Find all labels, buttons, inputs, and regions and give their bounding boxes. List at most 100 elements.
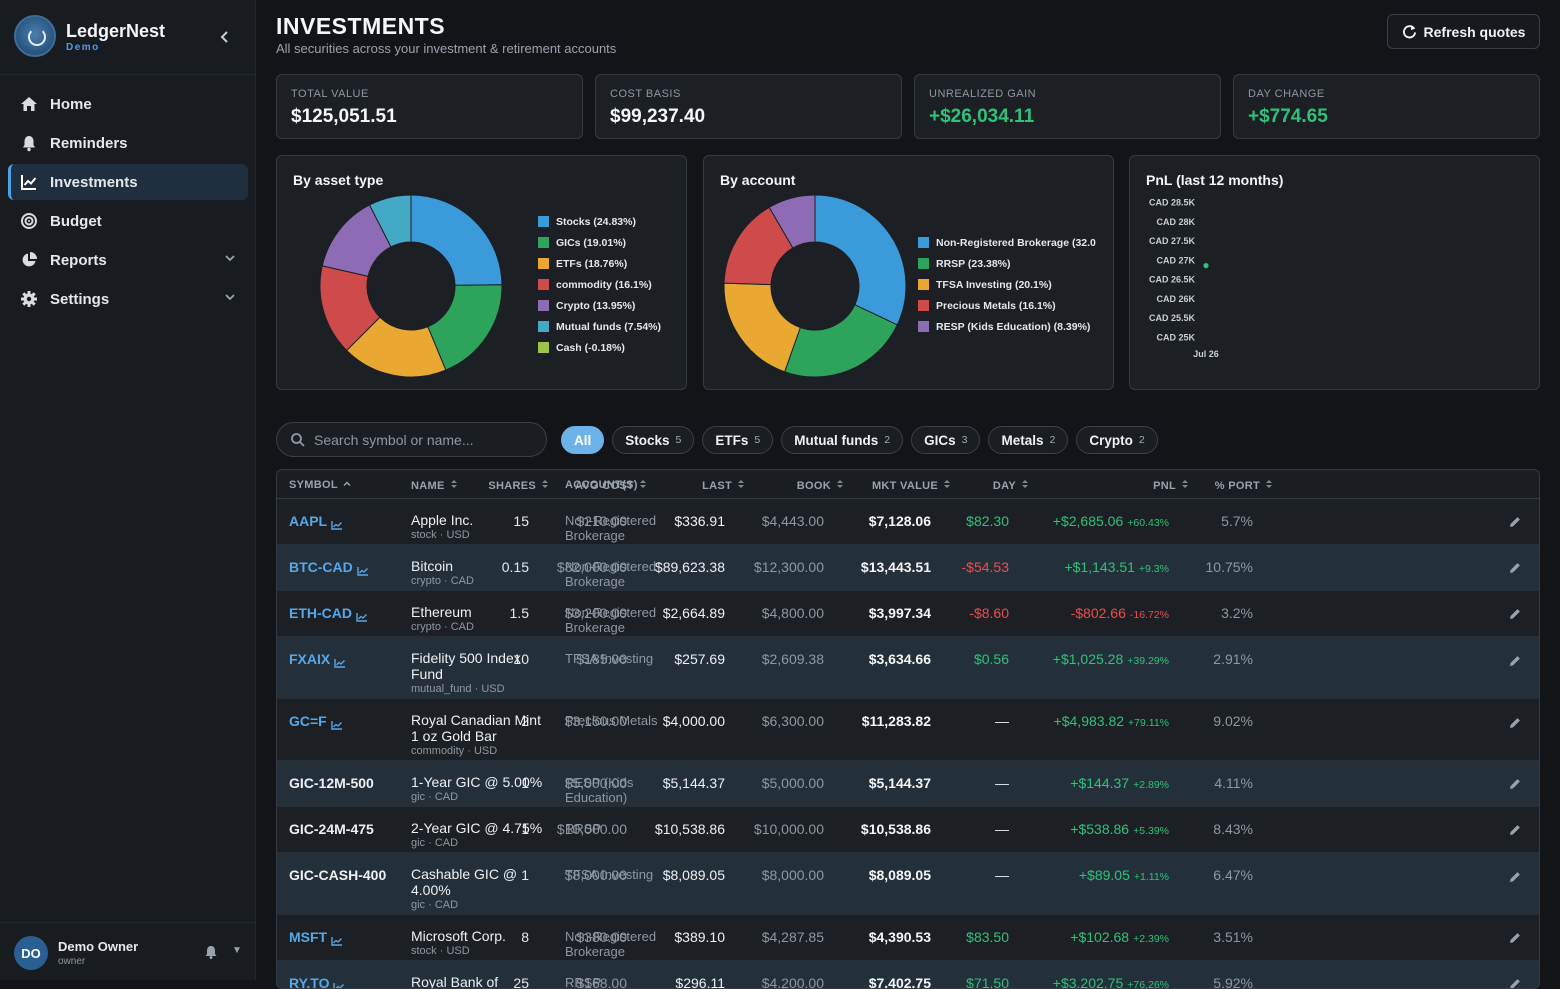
table-row[interactable]: GIC-CASH-400 Cashable GIC @ 4.00% gic · CA… <box>277 853 1539 915</box>
sidebar-item-investments[interactable]: Investments <box>8 164 248 200</box>
pie-slice[interactable] <box>768 194 816 249</box>
edit-pencil-icon[interactable] <box>1508 870 1522 884</box>
edit-pencil-icon[interactable] <box>1508 931 1522 945</box>
sidebar-item-reminders[interactable]: Reminders <box>8 125 248 161</box>
user-menu-chevron-icon[interactable]: ▼ <box>232 945 242 956</box>
last-price-value: $10,538.86 <box>654 821 725 837</box>
table-row[interactable]: AAPL Apple Inc. stock · USD Non-Registered … <box>277 499 1539 545</box>
table-row[interactable]: BTC-CAD Bitcoin crypto · CAD Non-Registered… <box>277 545 1539 591</box>
pnl-data-point[interactable] <box>1203 263 1209 269</box>
column-header-book[interactable]: BOOK <box>797 479 844 492</box>
column-header--port[interactable]: % PORT <box>1215 479 1273 492</box>
trend-chart-icon[interactable] <box>331 517 343 530</box>
market-value: $3,634.66 <box>868 651 931 667</box>
column-header-name[interactable]: NAME <box>411 479 458 492</box>
column-header-pnl[interactable]: PNL <box>1153 479 1189 492</box>
y-tick-label: CAD 25K <box>1156 333 1195 343</box>
legend-label: Non-Registered Brokerage (32.0 <box>936 236 1096 249</box>
column-header-last[interactable]: LAST <box>702 479 745 492</box>
pie-slice[interactable] <box>723 282 801 373</box>
table-row[interactable]: FXAIX Fidelity 500 Index Fund mutual_fund … <box>277 637 1539 699</box>
security-type: stock · USD <box>411 529 470 541</box>
edit-pencil-icon[interactable] <box>1508 823 1522 837</box>
security-name: Ethereum crypto · CAD <box>411 604 551 635</box>
account-name: Non-Registered Brokerage <box>565 929 657 959</box>
refresh-quotes-button[interactable]: Refresh quotes <box>1387 14 1540 49</box>
filter-chip-metals[interactable]: Metals 2 <box>988 426 1069 454</box>
table-row[interactable]: GIC-12M-500 1-Year GIC @ 5.00% gic · CAD RE… <box>277 761 1539 807</box>
search-input[interactable] <box>314 431 534 449</box>
column-header-day[interactable]: DAY <box>993 479 1029 492</box>
refresh-quotes-label: Refresh quotes <box>1423 23 1526 40</box>
sidebar-item-reports[interactable]: Reports <box>8 242 248 278</box>
filter-chip-gics[interactable]: GICs 3 <box>911 426 981 454</box>
pie-slice[interactable] <box>784 304 898 378</box>
security-name-text: Royal Canadian Mint 1 oz Gold Bar <box>411 712 541 744</box>
column-header-shares[interactable]: SHARES <box>488 479 549 492</box>
pie-slice[interactable] <box>410 194 503 286</box>
legend-swatch <box>918 258 929 269</box>
trend-chart-icon[interactable] <box>334 655 346 668</box>
edit-pencil-icon[interactable] <box>1508 654 1522 668</box>
edit-pencil-icon[interactable] <box>1508 515 1522 529</box>
table-row[interactable]: MSFT Microsoft Corp. stock · USD Non-Regist… <box>277 915 1539 961</box>
filter-chip-mutual-funds[interactable]: Mutual funds 2 <box>781 426 904 454</box>
edit-pencil-icon[interactable] <box>1508 607 1522 621</box>
table-row[interactable]: GC=F Royal Canadian Mint 1 oz Gold Bar com… <box>277 699 1539 761</box>
table-row[interactable]: ETH-CAD Ethereum crypto · CAD Non-Registere… <box>277 591 1539 637</box>
column-header-mkt-value[interactable]: MKT VALUE <box>872 479 951 492</box>
chevron-down-icon[interactable] <box>224 291 236 305</box>
stat-value: +$26,034.11 <box>929 106 1035 127</box>
symbol-link[interactable]: GC=F <box>289 713 343 730</box>
sidebar-item-label: Reports <box>50 251 107 269</box>
trend-chart-icon[interactable] <box>331 933 343 946</box>
pnl-amount: -$802.66 <box>1070 605 1126 621</box>
pie-chart-icon <box>20 251 38 269</box>
sidebar-item-budget[interactable]: Budget <box>8 203 248 239</box>
symbol-link[interactable]: FXAIX <box>289 651 346 668</box>
sidebar-item-settings[interactable]: Settings <box>8 281 248 317</box>
pnl-percent: +39.29% <box>1127 655 1169 667</box>
sidebar-item-label: Home <box>50 95 92 113</box>
pie-slice[interactable] <box>814 194 907 326</box>
filter-chip-all[interactable]: All <box>561 426 605 454</box>
pie-slice[interactable] <box>368 194 412 248</box>
edit-pencil-icon[interactable] <box>1508 977 1522 988</box>
symbol-link[interactable]: RY.TO <box>289 975 345 988</box>
shares-value: 0.15 <box>501 559 529 575</box>
symbol-link[interactable]: MSFT <box>289 929 343 946</box>
legend-swatch <box>538 237 549 248</box>
account-name: Non-Registered Brokerage <box>565 559 657 589</box>
account-name: Precious Metals <box>565 713 658 728</box>
collapse-sidebar-icon[interactable] <box>218 28 232 46</box>
search-box[interactable] <box>276 422 547 457</box>
edit-pencil-icon[interactable] <box>1508 561 1522 575</box>
symbol-link[interactable]: AAPL <box>289 513 343 530</box>
trend-chart-icon[interactable] <box>331 717 343 730</box>
symbol-link[interactable]: BTC-CAD <box>289 559 369 576</box>
avatar[interactable]: DO <box>14 936 48 970</box>
column-header-account-s[interactable]: ACCOUNT(S) <box>565 479 638 491</box>
user-panel[interactable]: DO Demo Owner owner ▼ <box>0 922 256 980</box>
trend-chart-icon[interactable] <box>333 979 345 988</box>
sort-icon <box>1181 480 1189 491</box>
column-header-label: LAST <box>702 480 732 492</box>
home-icon <box>20 95 38 113</box>
filter-chip-etfs[interactable]: ETFs 5 <box>702 426 774 454</box>
sidebar-item-home[interactable]: Home <box>8 86 248 122</box>
table-row[interactable]: GIC-24M-475 2-Year GIC @ 4.75% gic · CAD RR… <box>277 807 1539 853</box>
trend-chart-icon[interactable] <box>357 563 369 576</box>
filter-chip-crypto[interactable]: Crypto 2 <box>1076 426 1158 454</box>
trend-chart-icon[interactable] <box>356 609 368 622</box>
chevron-down-icon[interactable] <box>224 252 236 266</box>
column-header-avg-cost[interactable]: AVG COST <box>575 479 647 492</box>
filter-chip-stocks[interactable]: Stocks 5 <box>612 426 695 454</box>
sort-icon <box>943 480 951 491</box>
column-header-symbol[interactable]: SYMBOL <box>289 479 351 491</box>
notifications-bell-icon[interactable] <box>204 945 218 959</box>
edit-pencil-icon[interactable] <box>1508 777 1522 791</box>
symbol-link[interactable]: ETH-CAD <box>289 605 368 622</box>
edit-pencil-icon[interactable] <box>1508 716 1522 730</box>
account-name: TFSA Investing <box>565 867 654 882</box>
